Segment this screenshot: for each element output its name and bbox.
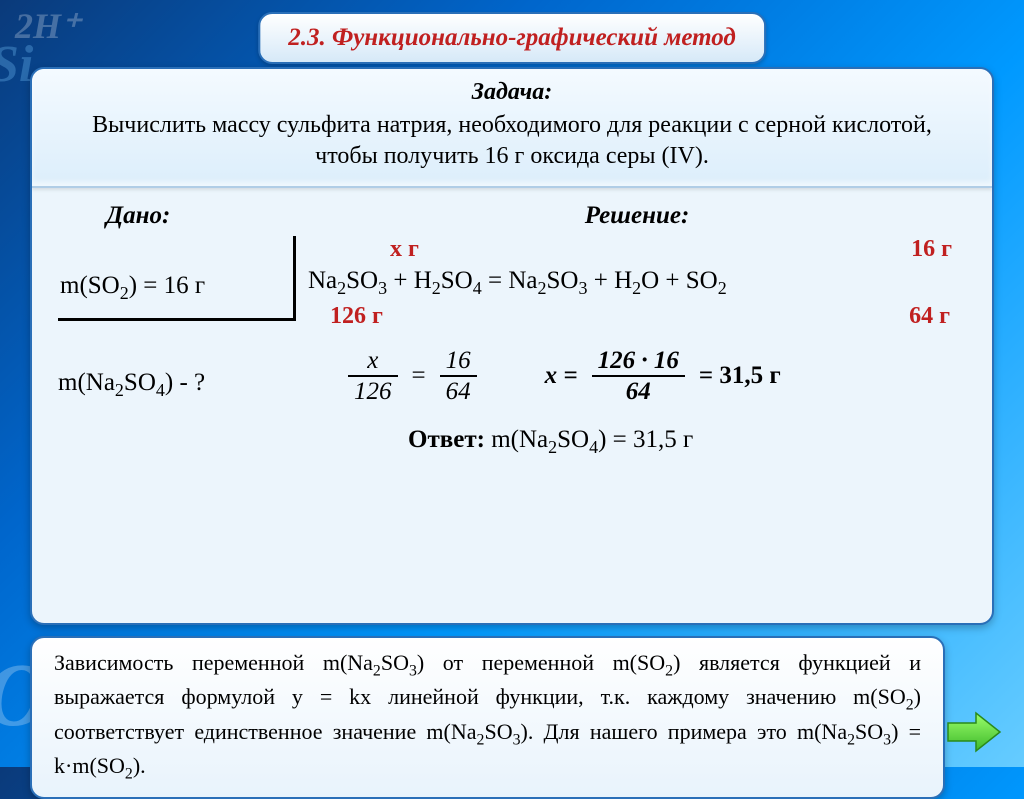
find-line: m(Na2SO4) - ?: [58, 369, 308, 401]
solution-body: Дано: m(SO2) = 16 г m(Na2SO4) - ? Решени…: [32, 188, 992, 466]
bg-formula-2: Si: [0, 35, 33, 94]
fraction-1: x 126: [348, 348, 398, 404]
explanation-card: Зависимость переменной m(Na2SO3) от пере…: [30, 636, 945, 799]
problem-label: Задача:: [62, 79, 962, 106]
molar-left: 126 г: [330, 303, 383, 330]
calc-result: = 31,5 г: [699, 362, 781, 390]
section-header: 2.3. Функционально-графический метод: [258, 12, 766, 64]
given-label: Дано:: [58, 202, 308, 230]
mass-annotation-row: х г 16 г: [308, 236, 966, 263]
fraction-calc: 126 · 16 64: [592, 348, 685, 404]
answer-label: Ответ:: [408, 426, 485, 453]
molar-mass-row: 126 г 64 г: [308, 303, 966, 330]
main-content-card: Задача: Вычислить массу сульфита натрия,…: [30, 67, 994, 625]
given-box: m(SO2) = 16 г: [58, 236, 296, 321]
answer-line: Ответ: m(Na2SO4) = 31,5 г: [408, 426, 966, 458]
problem-block: Задача: Вычислить массу сульфита натрия,…: [32, 69, 992, 188]
given-column: Дано: m(SO2) = 16 г m(Na2SO4) - ?: [58, 202, 308, 458]
section-title: 2.3. Функционально-графический метод: [288, 24, 736, 51]
equals-1: =: [412, 362, 426, 390]
arrow-right-icon: [946, 709, 1002, 755]
chemical-equation: Na2SO3 + H2SO4 = Na2SO3 + H2O + SO2: [308, 267, 966, 299]
next-arrow-button[interactable]: [946, 709, 1002, 755]
proportion-row: x 126 = 16 64 x = 126 · 16 64 = 31,5 г: [348, 348, 966, 404]
target-grams: 16 г: [911, 236, 952, 263]
x-equals: x =: [545, 362, 578, 390]
given-mass-so2: m(SO2) = 16 г: [60, 272, 283, 304]
solution-column: Решение: х г 16 г Na2SO3 + H2SO4 = Na2SO…: [308, 202, 966, 458]
x-grams: х г: [390, 236, 419, 263]
fraction-2: 16 64: [440, 348, 477, 404]
solution-label: Решение:: [308, 202, 966, 230]
molar-right: 64 г: [909, 303, 950, 330]
problem-text: Вычислить массу сульфита натрия, необход…: [62, 110, 962, 172]
